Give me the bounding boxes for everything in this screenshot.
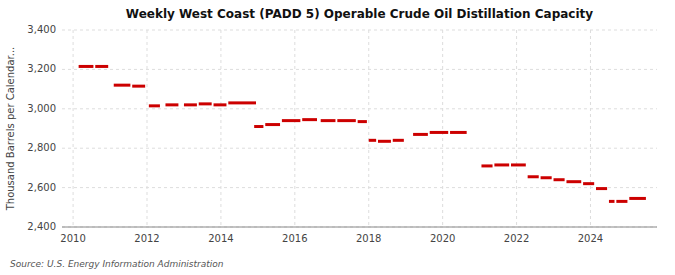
segment: [228, 101, 256, 104]
x-tick-label: 2018: [356, 233, 381, 244]
y-grid-line: [62, 227, 657, 228]
segment: [378, 140, 391, 143]
x-grid-line: [220, 30, 221, 227]
segment: [132, 85, 145, 88]
chart: 2,400 2,600 2,800 3,000 3,200 3,400 2010 2012 20…: [0, 0, 675, 275]
segment: [165, 103, 178, 106]
segment: [609, 200, 615, 203]
x-tick-label: 2024: [578, 233, 603, 244]
segment: [554, 178, 565, 181]
y-grid-line: [62, 69, 657, 70]
segment: [566, 180, 581, 183]
y-tick-label: 3,200: [27, 63, 56, 74]
x-tick-label: 2020: [430, 233, 455, 244]
segment: [321, 119, 336, 122]
segment: [265, 123, 280, 126]
segment: [184, 103, 197, 106]
segment: [528, 175, 539, 178]
segment: [282, 119, 300, 122]
x-grid-line: [368, 30, 369, 227]
segment: [583, 182, 594, 185]
segment: [494, 163, 509, 166]
x-tick-label: 2022: [504, 233, 529, 244]
segment: [358, 120, 367, 123]
x-tick-label: 2014: [208, 233, 233, 244]
x-tick-label: 2016: [282, 233, 307, 244]
axes: 2,400 2,600 2,800 3,000 3,200 3,400 2010 2012 20…: [27, 24, 657, 244]
y-tick-label: 2,600: [27, 182, 56, 193]
segment: [337, 119, 355, 122]
y-grid-line: [62, 187, 657, 188]
y-tick-label: 3,000: [27, 103, 56, 114]
x-grid-line: [516, 30, 517, 227]
y-tick-label: 3,400: [27, 24, 56, 35]
y-tick-label: 2,800: [27, 142, 56, 153]
y-grid-line: [62, 108, 657, 109]
segment: [214, 103, 227, 106]
segment: [511, 163, 526, 166]
segment: [149, 104, 160, 107]
segment: [79, 65, 94, 68]
y-tick-label: 2,400: [27, 221, 56, 232]
segment: [629, 197, 646, 200]
x-grid-line: [294, 30, 295, 227]
y-axis-label: Thousand Barrels per Calendar...: [5, 47, 16, 212]
x-axis-line: [62, 227, 657, 228]
segment: [481, 164, 492, 167]
segment: [616, 200, 627, 203]
x-tick-label: 2010: [60, 233, 85, 244]
segment: [254, 125, 263, 128]
y-grid-line: [62, 148, 657, 149]
segment: [302, 118, 317, 121]
segment: [369, 139, 376, 142]
segment: [199, 102, 212, 105]
source-note: Source: U.S. Energy Information Administ…: [10, 259, 224, 269]
segment: [450, 131, 467, 134]
segment: [596, 187, 607, 190]
segment: [95, 65, 108, 68]
segment: [413, 133, 428, 136]
y-grid-line: [62, 30, 657, 31]
title: Weekly West Coast (PADD 5) Operable Crud…: [126, 7, 593, 21]
segment: [114, 84, 131, 87]
x-tick-label: 2012: [134, 233, 159, 244]
x-grid-line: [590, 30, 591, 227]
segment: [541, 176, 552, 179]
segment: [393, 139, 404, 142]
x-grid-line: [73, 30, 74, 227]
x-grid-line: [147, 30, 148, 227]
segment: [430, 131, 448, 134]
grid: [62, 30, 657, 227]
data: [79, 66, 646, 201]
x-grid-line: [442, 30, 443, 227]
